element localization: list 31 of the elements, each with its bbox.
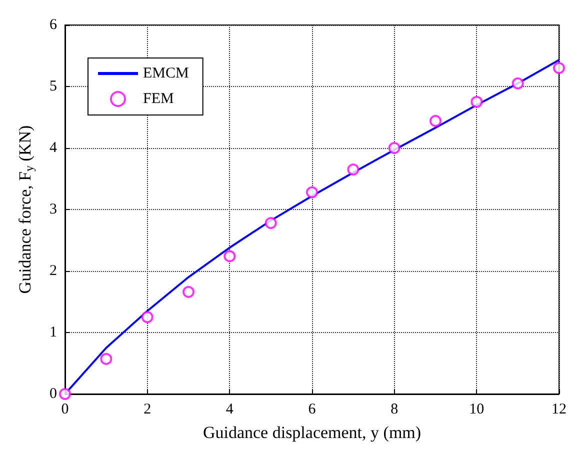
y-tick-label: 4 <box>50 140 58 156</box>
y-axis-title: Guidance force, Fy (KN) <box>16 125 36 294</box>
y-tick-label: 6 <box>50 17 58 33</box>
x-tick-label: 8 <box>390 402 398 418</box>
y-tick-label: 1 <box>50 324 57 340</box>
point <box>224 250 236 262</box>
point <box>182 286 194 298</box>
point <box>100 352 112 365</box>
y-tick-label: 3 <box>50 202 57 218</box>
point <box>264 217 277 230</box>
point <box>388 142 400 154</box>
y-tick-label: 2 <box>50 263 57 279</box>
point <box>347 164 360 176</box>
legend-label: EMCM <box>143 66 189 82</box>
point <box>470 96 483 108</box>
y-tick-label: 0 <box>50 386 57 402</box>
x-tick-label: 2 <box>144 402 152 418</box>
point <box>306 186 318 198</box>
point <box>512 77 524 90</box>
x-tick-label: 4 <box>226 402 234 418</box>
x-tick-label: 0 <box>61 402 69 418</box>
point <box>430 114 442 127</box>
x-tick-label: 12 <box>552 402 566 418</box>
x-axis-title: Guidance displacement, y (mm) <box>202 423 422 442</box>
x-tick-label: 10 <box>469 402 484 418</box>
point <box>59 388 71 400</box>
x-tick-label: 6 <box>308 402 316 418</box>
point <box>553 62 565 74</box>
y-tick-label: 5 <box>50 78 57 94</box>
point <box>141 311 154 324</box>
legend-label: FEM <box>143 91 174 107</box>
